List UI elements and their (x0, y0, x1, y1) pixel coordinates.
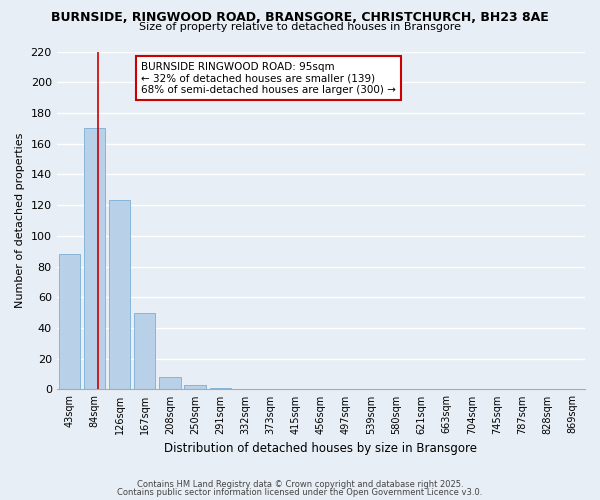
Text: BURNSIDE RINGWOOD ROAD: 95sqm
← 32% of detached houses are smaller (139)
68% of : BURNSIDE RINGWOOD ROAD: 95sqm ← 32% of d… (141, 62, 396, 95)
X-axis label: Distribution of detached houses by size in Bransgore: Distribution of detached houses by size … (164, 442, 478, 455)
Bar (184, 385, 206, 390)
Text: Size of property relative to detached houses in Bransgore: Size of property relative to detached ho… (139, 22, 461, 32)
Text: BURNSIDE, RINGWOOD ROAD, BRANSGORE, CHRISTCHURCH, BH23 8AE: BURNSIDE, RINGWOOD ROAD, BRANSGORE, CHRI… (51, 11, 549, 24)
Bar (59, 254, 80, 390)
Text: Contains HM Land Registry data © Crown copyright and database right 2025.: Contains HM Land Registry data © Crown c… (137, 480, 463, 489)
Y-axis label: Number of detached properties: Number of detached properties (15, 133, 25, 308)
Bar (84, 128, 105, 390)
Bar (134, 312, 155, 390)
Text: Contains public sector information licensed under the Open Government Licence v3: Contains public sector information licen… (118, 488, 482, 497)
Bar (159, 377, 181, 390)
Bar (109, 200, 130, 390)
Bar (209, 388, 231, 390)
